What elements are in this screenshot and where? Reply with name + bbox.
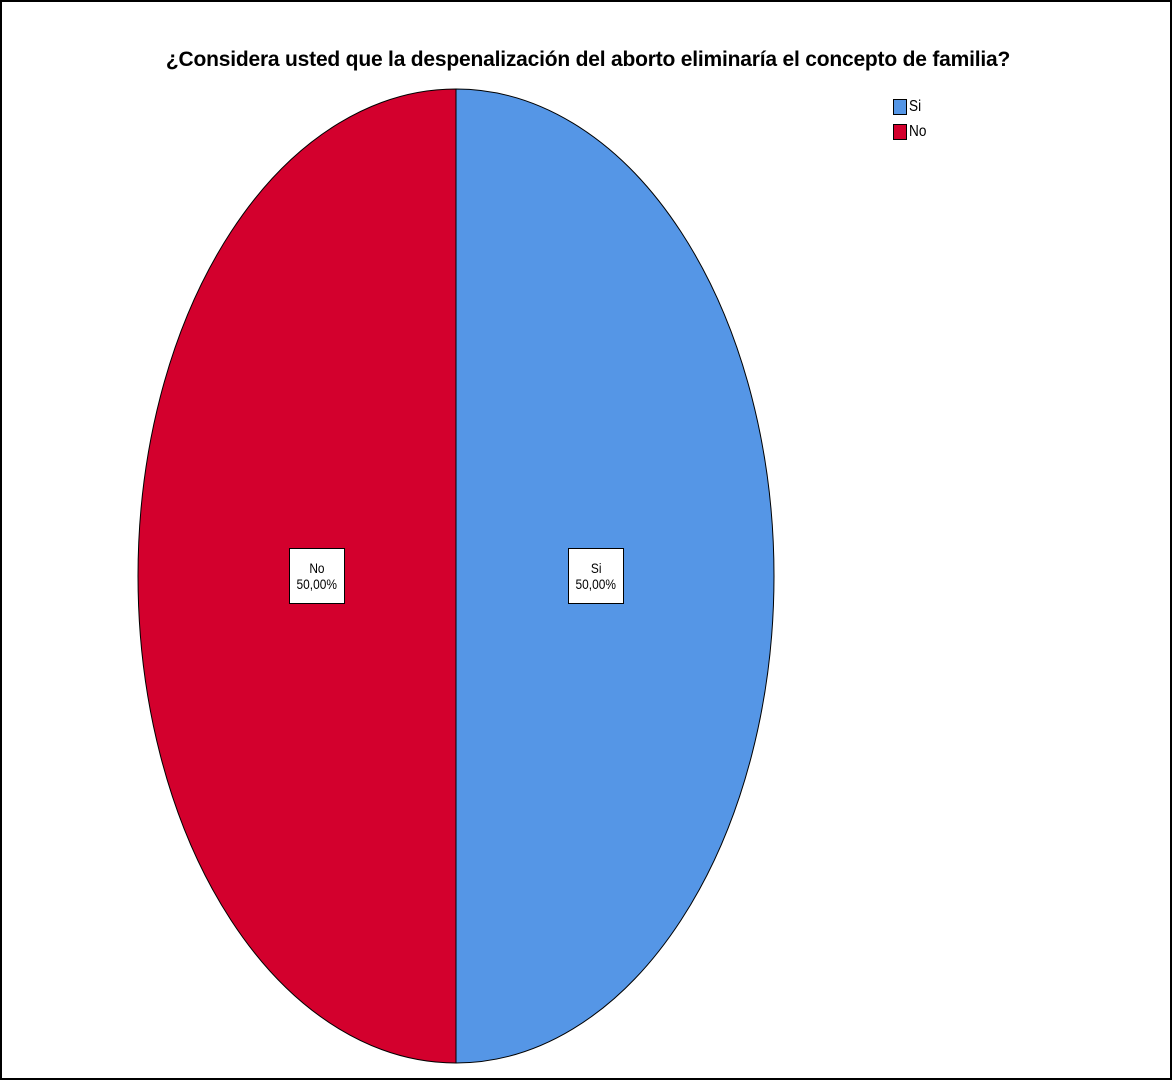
legend-label-si: Si (909, 98, 922, 115)
slice-label-si-name: Si (590, 560, 602, 576)
chart-legend: Si No (893, 96, 929, 146)
slice-label-no-value: 50,00% (296, 576, 338, 592)
legend-item-no: No (893, 121, 929, 143)
legend-swatch-no (893, 124, 907, 140)
slice-label-no: No 50,00% (289, 548, 345, 604)
slice-label-si: Si 50,00% (568, 548, 624, 604)
legend-label-no: No (909, 123, 927, 140)
slice-label-si-value: 50,00% (575, 576, 617, 592)
chart-title: ¿Considera usted que la despenalización … (165, 48, 1011, 71)
slice-label-no-name: No (309, 560, 325, 576)
legend-item-si: Si (893, 96, 929, 118)
legend-swatch-si (893, 99, 907, 115)
